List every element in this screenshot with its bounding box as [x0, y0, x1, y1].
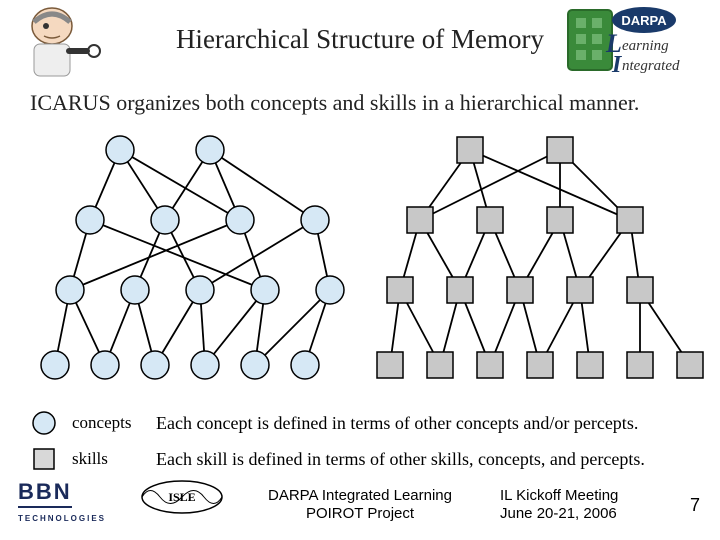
subtitle: ICARUS organizes both concepts and skill… [30, 90, 639, 116]
skill-node [527, 352, 553, 378]
concept-node [56, 276, 84, 304]
concept-node [141, 351, 169, 379]
concept-node [251, 276, 279, 304]
skill-node [477, 207, 503, 233]
legend-concepts-desc: Each concept is defined in terms of othe… [156, 413, 638, 434]
bbn-top: BBN [18, 479, 72, 508]
concept-node [41, 351, 69, 379]
concept-edge [120, 150, 240, 220]
concept-node [226, 206, 254, 234]
bbn-logo: BBN TECHNOLOGIES [18, 479, 106, 526]
subtitle-rest: organizes both concepts and skills in a … [111, 90, 640, 115]
subtitle-icarus: ICARUS [30, 90, 111, 115]
footer-center: DARPA Integrated Learning POIROT Project [245, 487, 475, 525]
legend-concepts-label: concepts [72, 413, 142, 433]
isle-text: ISLE [168, 490, 195, 504]
skill-node [507, 277, 533, 303]
skill-node [567, 277, 593, 303]
concept-node [76, 206, 104, 234]
footer: BBN TECHNOLOGIES ISLE DARPA Integrated L… [0, 474, 720, 534]
concept-node [121, 276, 149, 304]
concept-node [106, 136, 134, 164]
skill-node [447, 277, 473, 303]
concept-node [291, 351, 319, 379]
concept-node [196, 136, 224, 164]
footer-right: IL Kickoff Meeting June 20-21, 2006 [500, 487, 660, 525]
legend-skills-label: skills [72, 449, 142, 469]
skill-node [677, 352, 703, 378]
circle-icon [30, 410, 58, 436]
skill-node [477, 352, 503, 378]
concept-node [301, 206, 329, 234]
concept-node [316, 276, 344, 304]
footer-center-l2: POIROT Project [306, 505, 414, 522]
skill-node [377, 352, 403, 378]
legend-concepts-row: concepts Each concept is defined in term… [30, 410, 645, 436]
skill-node [547, 207, 573, 233]
concept-node [186, 276, 214, 304]
hierarchy-diagram [0, 120, 720, 400]
isle-logo: ISLE [140, 478, 224, 516]
concept-node [191, 351, 219, 379]
legend-skills-row: skills Each skill is defined in terms of… [30, 446, 645, 472]
concept-node [91, 351, 119, 379]
skill-node [627, 277, 653, 303]
footer-center-l1: DARPA Integrated Learning [268, 487, 452, 504]
skill-node [547, 137, 573, 163]
bbn-bot: TECHNOLOGIES [18, 514, 106, 523]
page-title: Hierarchical Structure of Memory [0, 24, 720, 55]
footer-right-l1: IL Kickoff Meeting [500, 487, 618, 504]
skill-node [387, 277, 413, 303]
integrated-text: ntegrated [622, 58, 680, 74]
footer-right-l2: June 20-21, 2006 [500, 505, 617, 522]
skill-node [617, 207, 643, 233]
page-number: 7 [690, 495, 700, 516]
skill-node [577, 352, 603, 378]
concept-node [151, 206, 179, 234]
concept-node [241, 351, 269, 379]
legend-skills-desc: Each skill is defined in terms of other … [156, 449, 645, 470]
square-icon [30, 446, 58, 472]
skill-node [407, 207, 433, 233]
skill-node [457, 137, 483, 163]
skill-node [627, 352, 653, 378]
skill-node [427, 352, 453, 378]
